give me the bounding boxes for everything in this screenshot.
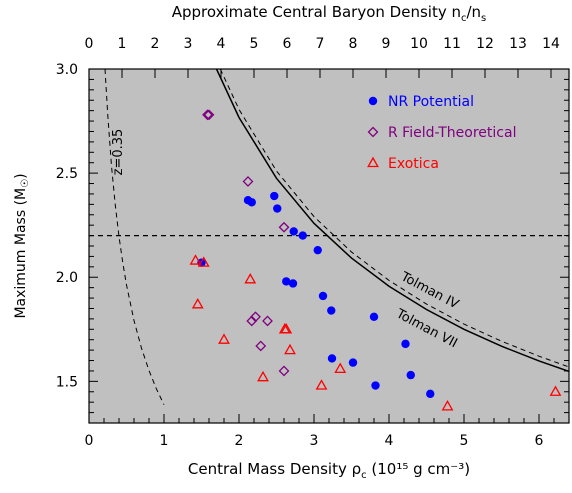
triangle-point [284, 343, 296, 355]
plot-area [89, 69, 569, 423]
top-tick-label: 6 [283, 36, 292, 52]
diamond-point [255, 340, 267, 352]
top-tick-label: 11 [443, 36, 461, 52]
legend-marker [368, 96, 378, 106]
triangle-point [257, 370, 269, 382]
circle-point [401, 339, 410, 349]
axis-ticks: 0 1 2 3 4 5 61.52.02.53.00 1 2 3 4 5 6 7 8 9 10 11 12 13 14 [56, 36, 569, 449]
x-tick-label: 2 [235, 433, 244, 449]
circle-point [247, 198, 256, 207]
top-tick-label: 12 [476, 36, 494, 52]
top-tick-label: 2 [151, 36, 160, 52]
x-tick-label: 5 [460, 433, 469, 449]
data-points [189, 109, 562, 411]
circle-point [288, 279, 298, 288]
legend-marker [367, 126, 379, 138]
circle-point [327, 306, 336, 315]
top-tick-label: 1 [118, 36, 127, 52]
circle-point [289, 227, 298, 236]
reference-curve-3 [104, 69, 165, 405]
y-tick-label: 3.0 [56, 62, 78, 78]
circle-point [371, 381, 380, 390]
top-tick-label: 8 [349, 36, 358, 52]
circle-point [270, 191, 279, 201]
top-tick-label: 13 [509, 36, 527, 52]
triangle-point [197, 256, 210, 267]
x-tick-label: 1 [160, 433, 169, 449]
triangle-point [334, 362, 347, 374]
diamond-point [202, 109, 213, 121]
top-tick-label: 4 [217, 36, 226, 52]
top-axis-title: Approximate Central Baryon Density nc/ns [172, 3, 487, 24]
legend-label: Exotica [388, 156, 439, 172]
plot-frame [88, 68, 570, 424]
triangle-point [441, 400, 454, 411]
legend: NR Potential R Field-Theoretical Exotica [367, 94, 516, 172]
reference-curve-2 [219, 69, 569, 368]
circle-point [406, 370, 415, 380]
legend-marker [367, 156, 379, 168]
circle-point [426, 389, 435, 399]
x-tick-label: 6 [535, 433, 544, 449]
diamond-point [246, 315, 258, 327]
y-tick-label: 2.5 [56, 166, 78, 182]
legend-label: NR Potential [388, 94, 474, 110]
triangle-point [218, 333, 230, 344]
top-tick-label: 3 [184, 36, 193, 52]
y-tick-label: 2.0 [56, 270, 78, 286]
y-tick-label: 1.5 [56, 374, 78, 390]
circle-point [282, 277, 291, 286]
top-tick-label: 0 [85, 36, 94, 52]
triangle-point [244, 272, 257, 284]
diamond-point [278, 365, 290, 377]
triangle-point [189, 254, 202, 265]
diamond-point [203, 109, 215, 121]
reference-lines [89, 69, 569, 405]
top-tick-label: 9 [382, 36, 391, 52]
triangle-point [549, 385, 562, 396]
top-tick-label: 14 [542, 36, 560, 52]
x-axis-title: Central Mass Density ρc (10¹⁵ g cm⁻³) [188, 460, 470, 481]
top-tick-label: 10 [410, 36, 428, 52]
circle-point [313, 245, 322, 255]
diamond-point [242, 176, 254, 187]
circle-point [369, 312, 379, 321]
triangle-point [191, 297, 204, 309]
diamond-point [278, 221, 290, 233]
circle-point [348, 358, 358, 367]
circle-point [327, 354, 337, 363]
circle-point [318, 291, 328, 301]
triangle-point [280, 322, 293, 334]
top-tick-label: 7 [316, 36, 325, 52]
diamond-point [262, 315, 273, 327]
x-tick-label: 0 [85, 433, 94, 449]
circle-point [298, 231, 307, 240]
circle-point [273, 204, 282, 213]
redshift-label: z=0.35 [111, 129, 126, 176]
top-tick-label: 5 [250, 36, 259, 52]
y-axis-title: Maximum Mass (M☉) [13, 173, 31, 318]
x-tick-label: 4 [385, 433, 394, 449]
reference-curve-1 [215, 69, 569, 373]
x-tick-label: 3 [310, 433, 319, 449]
triangle-point [315, 379, 328, 390]
legend-label: R Field-Theoretical [388, 125, 516, 141]
